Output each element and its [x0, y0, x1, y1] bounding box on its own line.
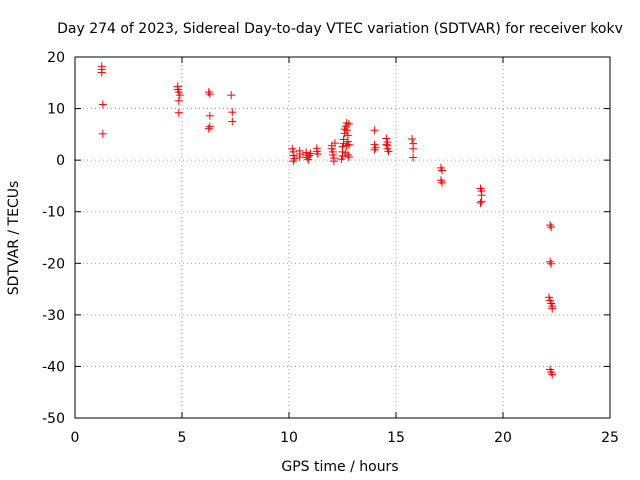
data-point — [295, 153, 304, 162]
data-point — [546, 257, 555, 266]
x-tick-label: 15 — [387, 430, 405, 446]
data-point — [477, 197, 486, 206]
data-point — [343, 150, 352, 159]
data-point — [370, 126, 379, 135]
axis-ticks: 0 5 10 15 20 25 -50 -40 -30 -20 -10 0 10 20 — [42, 50, 619, 446]
data-point — [384, 147, 393, 156]
data-point — [344, 140, 353, 149]
data-point — [174, 108, 183, 117]
data-point — [438, 178, 447, 187]
data-point — [205, 90, 214, 99]
data-point — [344, 153, 353, 162]
x-tick-label: 25 — [601, 430, 619, 446]
x-tick-label: 5 — [178, 430, 187, 446]
data-point — [97, 68, 106, 77]
chart-title: Day 274 of 2023, Sidereal Day-to-day VTE… — [57, 21, 623, 37]
data-point — [342, 126, 351, 135]
x-axis-label: GPS time / hours — [281, 459, 398, 475]
data-point — [306, 149, 315, 158]
y-tick-label: -50 — [42, 411, 65, 427]
data-point — [331, 139, 340, 148]
data-point — [476, 198, 485, 207]
data-point — [204, 88, 213, 97]
data-point — [548, 370, 557, 379]
plot-frame — [74, 56, 611, 419]
y-axis-label: SDTVAR / TECUs — [6, 181, 22, 296]
y-tick-label: -40 — [42, 359, 65, 375]
y-tick-label: -20 — [42, 256, 65, 272]
y-tick-label: -10 — [42, 205, 65, 221]
data-point — [205, 122, 214, 131]
x-tick-label: 10 — [280, 430, 298, 446]
data-point — [546, 221, 555, 230]
data-point — [409, 144, 418, 153]
data-point — [228, 117, 237, 126]
y-tick-label: -30 — [42, 308, 65, 324]
y-tick-label: 0 — [56, 153, 65, 169]
data-point — [204, 124, 213, 133]
y-tick-label: 20 — [47, 50, 65, 66]
data-point — [342, 141, 351, 150]
data-point — [289, 157, 298, 166]
data-point — [382, 140, 391, 149]
data-point — [344, 120, 353, 129]
data-point — [174, 96, 183, 105]
data-point — [305, 151, 314, 160]
data-points — [97, 62, 557, 379]
data-point — [228, 108, 237, 117]
data-point — [548, 304, 557, 313]
data-point — [175, 91, 184, 100]
data-point — [339, 135, 348, 144]
data-point — [438, 166, 447, 175]
data-point — [408, 134, 417, 143]
x-tick-label: 0 — [71, 430, 80, 446]
data-point — [303, 153, 312, 162]
data-point — [313, 149, 322, 158]
data-point — [205, 111, 214, 120]
data-point — [547, 259, 556, 268]
data-point — [98, 129, 107, 138]
data-point — [98, 100, 107, 109]
data-point — [371, 143, 380, 152]
data-point — [409, 153, 418, 162]
data-point — [342, 119, 351, 128]
data-point — [547, 223, 556, 232]
data-point — [370, 145, 379, 154]
data-point — [341, 148, 350, 157]
y-tick-label: 10 — [47, 102, 65, 118]
x-tick-label: 20 — [494, 430, 512, 446]
data-point — [304, 155, 313, 164]
data-point — [227, 91, 236, 100]
data-point — [329, 157, 338, 166]
grid-lines — [75, 57, 610, 418]
